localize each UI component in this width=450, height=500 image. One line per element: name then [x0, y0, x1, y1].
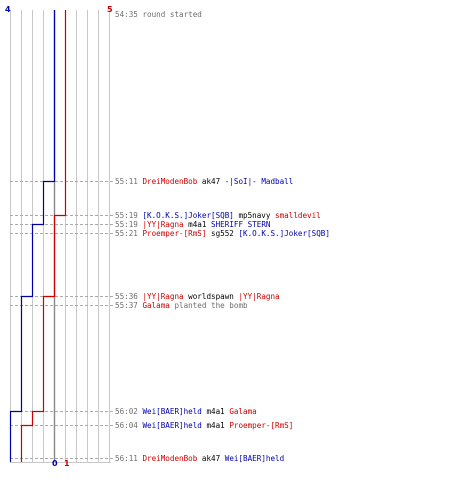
player-name: Wei[BAER]held	[224, 454, 285, 463]
weapon-label: mp5navy	[233, 211, 276, 220]
event-row: 54:35 round started	[115, 10, 202, 19]
event-row: 55:19 |YY|Ragna m4a1 SHERIFF STERN	[115, 220, 270, 229]
event-time: 55:21	[115, 229, 143, 238]
event-time: 55:19	[115, 211, 143, 220]
weapon-label: m4a1	[201, 421, 230, 430]
event-time: 56:04	[115, 421, 143, 430]
player-name: DreiModenBob	[142, 177, 198, 186]
player-name: Wei[BAER]held	[142, 407, 202, 416]
player-name: Galama	[229, 407, 257, 416]
blue-end-count: 0	[52, 459, 58, 468]
player-name: Wei[BAER]held	[142, 421, 202, 430]
blue-start-count: 4	[5, 5, 11, 14]
event-time: 55:37	[115, 301, 143, 310]
event-time: 56:11	[115, 454, 143, 463]
player-name: |YY|Ragna	[238, 292, 280, 301]
player-name: Proemper-[RmS]	[229, 421, 294, 430]
player-name: |YY|Ragna	[142, 220, 184, 229]
event-row: 56:04 Wei[BAER]held m4a1 Proemper-[RmS]	[115, 421, 293, 430]
player-name: DreiModenBob	[142, 454, 198, 463]
red-start-count: 5	[107, 5, 113, 14]
event-row: 55:21 Proemper-[RmS] sg552 [K.O.K.S.]Jok…	[115, 229, 330, 238]
player-name: [K.O.K.S.]Joker[SQB]	[142, 211, 234, 220]
weapon-label: ak47	[197, 177, 225, 186]
event-time: 56:02	[115, 407, 143, 416]
weapon-label: m4a1	[201, 407, 230, 416]
event-row: 56:11 DreiModenBob ak47 Wei[BAER]held	[115, 454, 284, 463]
event-message: planted the bomb	[169, 301, 248, 310]
player-name: SHERIFF STERN	[211, 220, 271, 229]
player-name: Proemper-[RmS]	[142, 229, 207, 238]
event-time: 54:35	[115, 10, 143, 19]
weapon-label: ak47	[197, 454, 225, 463]
player-name: |YY|Ragna	[142, 292, 184, 301]
player-name: -|SoI|- Madball	[224, 177, 294, 186]
event-time: 55:36	[115, 292, 143, 301]
blue-team-line	[9, 10, 56, 462]
weapon-label: sg552	[206, 229, 239, 238]
event-message: round started	[142, 10, 202, 19]
event-time: 55:11	[115, 177, 143, 186]
event-row: 55:19 [K.O.K.S.]Joker[SQB] mp5navy small…	[115, 211, 321, 220]
player-name: smalldevil	[275, 211, 321, 220]
event-row: 55:11 DreiModenBob ak47 -|SoI|- Madball	[115, 177, 293, 186]
weapon-label: m4a1	[183, 220, 212, 229]
red-end-count: 1	[64, 459, 70, 468]
event-row: 56:02 Wei[BAER]held m4a1 Galama	[115, 407, 257, 416]
red-team-line	[20, 10, 67, 462]
player-name: [K.O.K.S.]Joker[SQB]	[238, 229, 330, 238]
player-name: Galama	[142, 301, 170, 310]
weapon-label: worldspawn	[183, 292, 239, 301]
event-row: 55:36 |YY|Ragna worldspawn |YY|Ragna	[115, 292, 280, 301]
event-row: 55:37 Galama planted the bomb	[115, 301, 248, 310]
event-time: 55:19	[115, 220, 143, 229]
